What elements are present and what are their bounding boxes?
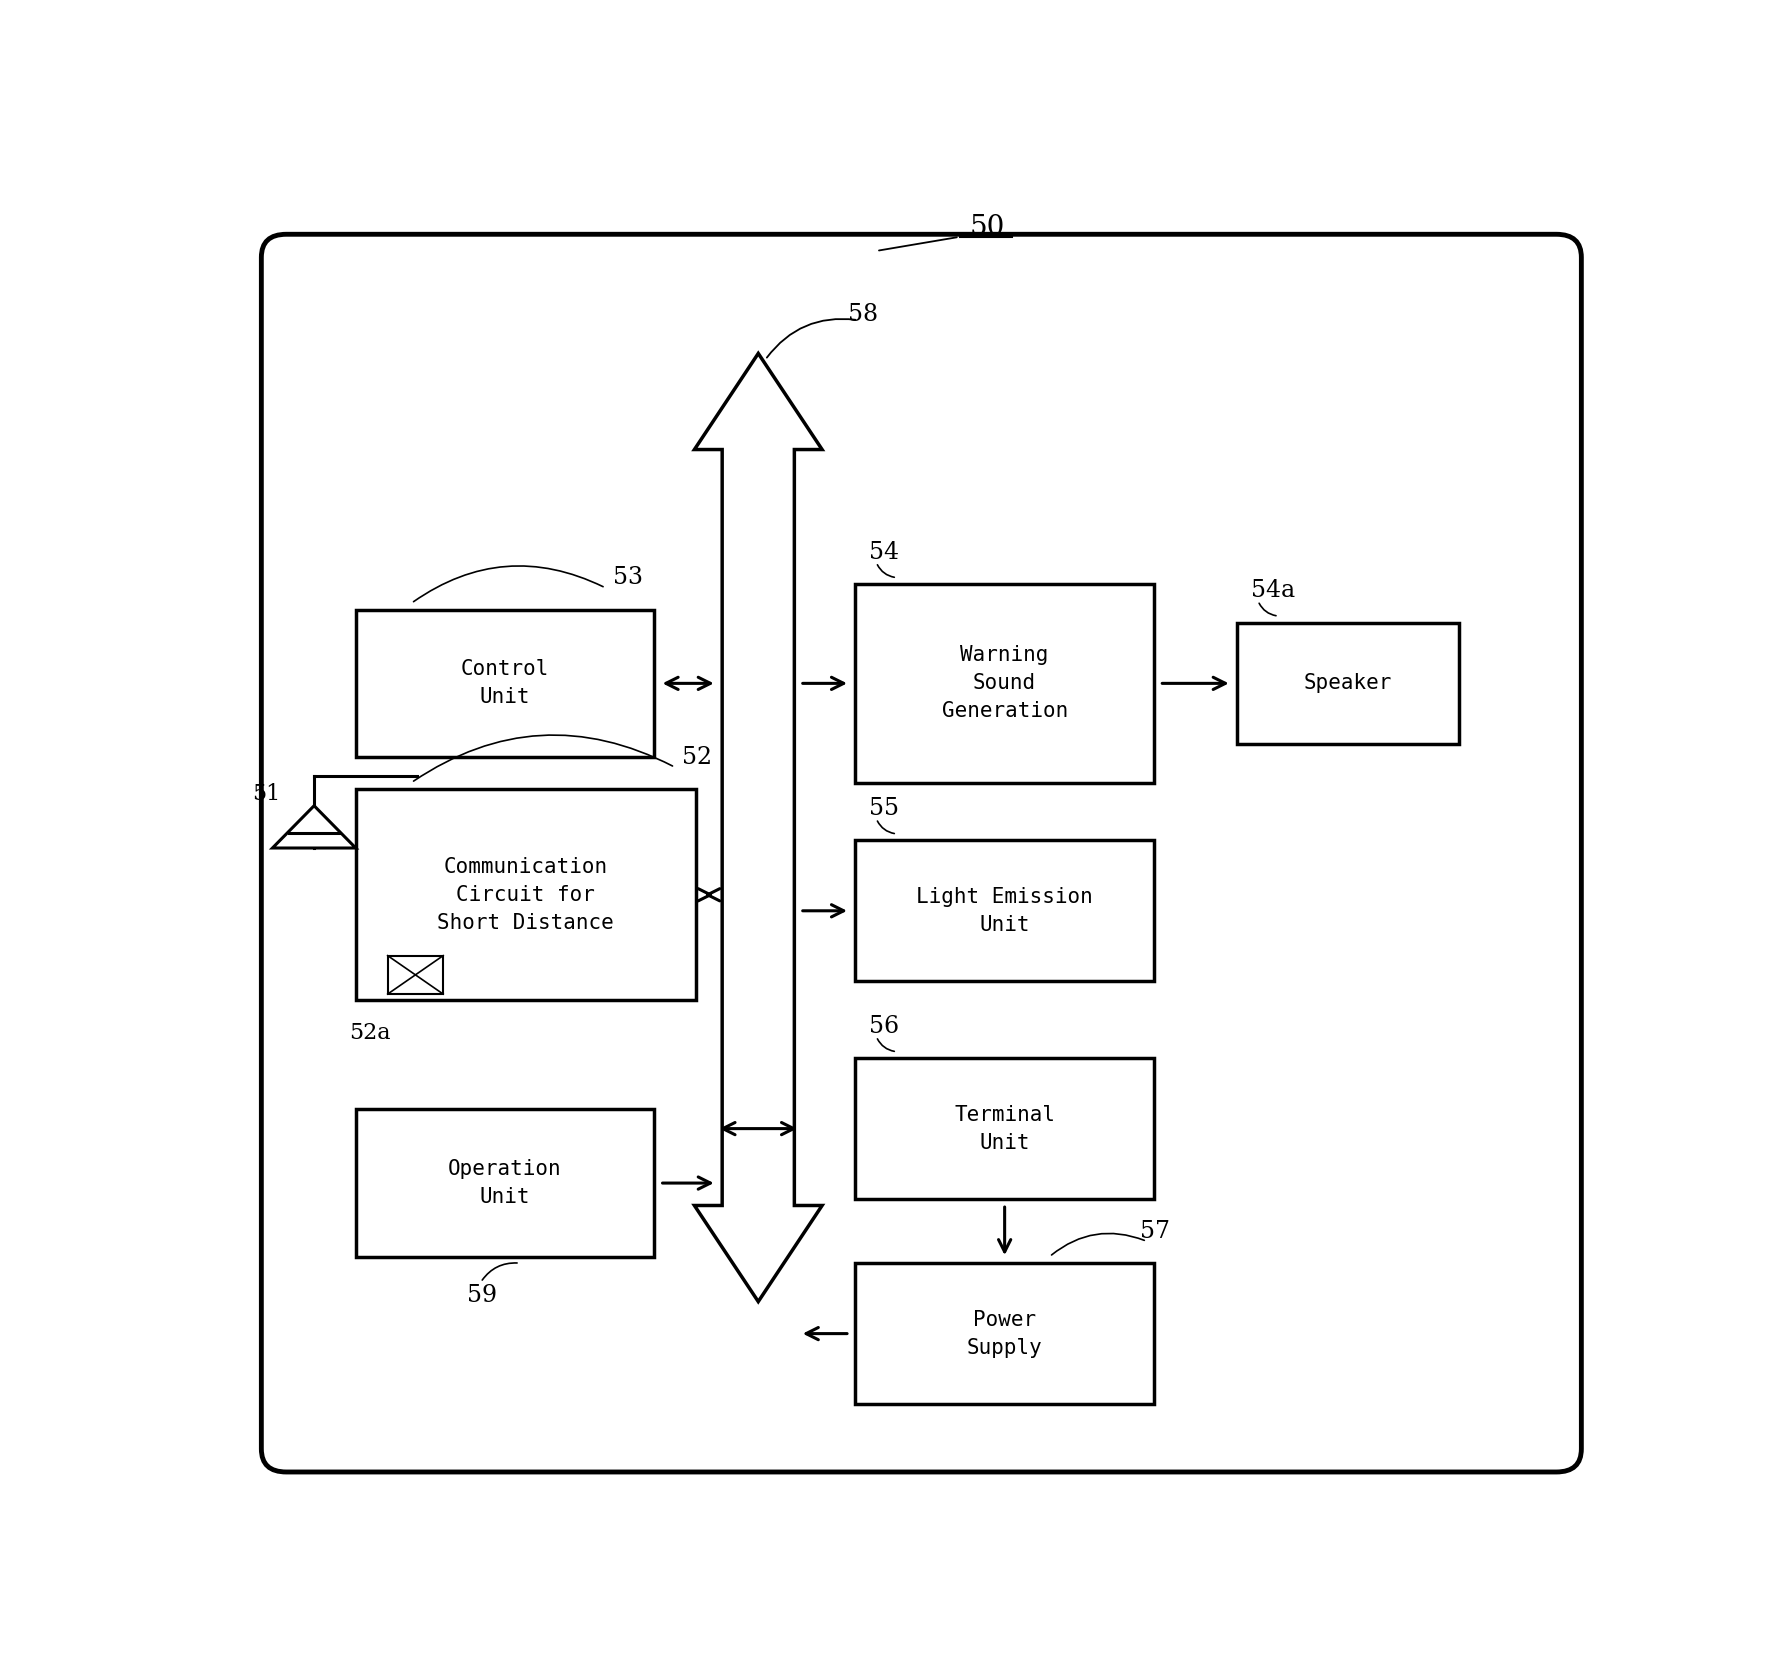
Text: Warning
Sound
Generation: Warning Sound Generation [942, 646, 1067, 722]
Bar [356, 1110, 654, 1256]
Text: Operation
Unit: Operation Unit [448, 1160, 562, 1206]
Bar [356, 609, 654, 757]
Bar [856, 1263, 1153, 1404]
Bar [356, 789, 695, 1000]
Bar [387, 955, 442, 993]
Text: Power
Supply: Power Supply [967, 1310, 1042, 1358]
Text: 57: 57 [1141, 1220, 1170, 1243]
Polygon shape [272, 805, 356, 849]
FancyBboxPatch shape [261, 235, 1581, 1473]
Text: 51: 51 [251, 784, 279, 805]
Text: Communication
Circuit for
Short Distance: Communication Circuit for Short Distance [437, 857, 614, 934]
Text: 58: 58 [849, 303, 879, 326]
Text: 55: 55 [869, 797, 899, 820]
Text: 50: 50 [969, 215, 1005, 241]
Bar [856, 1058, 1153, 1200]
Text: 56: 56 [869, 1015, 899, 1038]
Text: Speaker: Speaker [1304, 674, 1392, 694]
Text: 52: 52 [682, 745, 713, 769]
Text: Terminal
Unit: Terminal Unit [955, 1105, 1055, 1153]
Text: Control
Unit: Control Unit [460, 659, 550, 707]
Text: 53: 53 [613, 566, 643, 589]
Bar [1238, 622, 1460, 744]
Bar [856, 584, 1153, 782]
Polygon shape [695, 353, 822, 1301]
Text: 59: 59 [467, 1283, 496, 1306]
Text: Light Emission
Unit: Light Emission Unit [917, 887, 1093, 935]
Text: 54a: 54a [1250, 579, 1295, 602]
Bar [856, 840, 1153, 982]
Text: 54: 54 [869, 541, 899, 564]
Text: 52a: 52a [349, 1022, 390, 1043]
